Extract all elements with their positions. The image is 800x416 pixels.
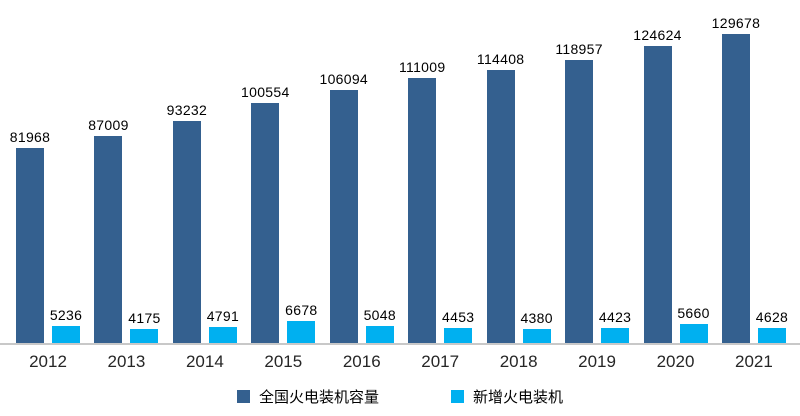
legend-swatch-new-capacity-icon: [451, 390, 464, 403]
primary-bar-column: 118957: [555, 41, 603, 343]
bar-value-label: 114408: [476, 51, 525, 67]
bar-value-label: 100554: [241, 84, 290, 100]
primary-bar-column: 93232: [167, 102, 207, 343]
bar-group: 129678 4628: [712, 15, 789, 343]
bar-group: 100554 6678: [241, 84, 318, 343]
bar-group: 93232 4791: [167, 102, 240, 343]
secondary-bar-column: 5236: [49, 307, 83, 343]
primary-bar-column: 111009: [399, 59, 445, 343]
primary-bar-column: 114408: [477, 51, 524, 343]
bar-value-label: 4175: [128, 310, 161, 326]
secondary-bar-column: 4628: [755, 309, 789, 343]
bar-value-label: 87009: [88, 117, 129, 133]
primary-bar-column: 81968: [10, 129, 50, 343]
bar-group: 111009 4453: [399, 59, 475, 343]
x-axis-label: 2012: [29, 352, 67, 371]
bar-group: 81968 5236: [10, 129, 83, 343]
primary-bar: [565, 60, 594, 343]
secondary-bar-column: 4791: [206, 308, 240, 343]
secondary-bar: [287, 321, 316, 343]
bar-value-label: 4423: [598, 309, 632, 325]
primary-bar: [486, 70, 515, 343]
primary-bar: [16, 148, 44, 343]
primary-bar-column: 87009: [88, 117, 128, 343]
secondary-bar: [52, 326, 80, 343]
x-axis-label: 2017: [421, 352, 460, 371]
primary-bar: [408, 78, 437, 343]
secondary-bar: [522, 329, 551, 343]
x-axis-label: 2013: [107, 352, 146, 371]
secondary-bar-column: 4423: [598, 309, 632, 343]
secondary-bar-column: 5048: [363, 307, 396, 343]
primary-bar-column: 129678: [712, 15, 760, 343]
secondary-bar-column: 5660: [677, 305, 710, 343]
bar-group: 118957 4423: [555, 41, 632, 343]
bar-group: 114408 4380: [477, 51, 553, 343]
x-axis-label: 2016: [342, 352, 381, 371]
primary-bar: [172, 121, 201, 343]
bar-value-label: 5660: [677, 305, 710, 321]
primary-bar: [643, 46, 672, 343]
bar-value-label: 5236: [49, 307, 83, 323]
secondary-bar-column: 6678: [285, 302, 318, 343]
x-axis-labels: 2012 2013 2014 2015 2016 2017 2018 2019 2020 2021: [0, 352, 800, 372]
primary-bar-column: 106094: [319, 71, 368, 343]
legend-label-new-capacity: 新增火电装机: [473, 389, 564, 406]
x-axis-label: 2021: [735, 352, 773, 371]
primary-bar-column: 124624: [633, 27, 681, 343]
secondary-bar: [679, 324, 708, 343]
secondary-bar: [130, 329, 159, 343]
primary-bar-column: 100554: [241, 84, 289, 343]
primary-bar: [94, 136, 123, 343]
secondary-bar: [365, 326, 394, 343]
x-axis-label: 2015: [264, 352, 303, 371]
bar-value-label: 5048: [363, 307, 396, 323]
secondary-bar: [601, 328, 630, 343]
bar-value-label: 129678: [711, 15, 761, 31]
x-axis-label: 2019: [578, 352, 616, 371]
plot-area: 81968 5236 87009 4175 93232 4791 100554 6678 106…: [0, 15, 800, 345]
bar-value-label: 106094: [319, 71, 369, 87]
bar-value-label: 124624: [633, 27, 682, 43]
legend-item-new-capacity: 新增火电装机: [451, 386, 563, 407]
primary-bar: [329, 90, 358, 343]
legend-label-total-capacity: 全国火电装机容量: [258, 389, 379, 406]
bar-value-label: 118957: [555, 41, 603, 57]
chart-legend: 全国火电装机容量 新增火电装机: [0, 386, 800, 407]
bar-value-label: 93232: [166, 102, 208, 118]
bar-group: 124624 5660: [633, 27, 710, 343]
secondary-bar-column: 4453: [442, 309, 475, 343]
secondary-bar: [208, 327, 237, 343]
bar-value-label: 111009: [398, 59, 446, 75]
legend-swatch-total-capacity-icon: [236, 390, 250, 403]
x-axis-label: 2020: [656, 352, 695, 371]
bar-value-label: 4380: [520, 310, 553, 326]
secondary-bar: [444, 328, 473, 343]
bar-value-label: 6678: [285, 302, 318, 318]
x-axis-label: 2014: [185, 352, 224, 371]
bar-value-label: 4628: [755, 309, 789, 325]
secondary-bar-column: 4175: [128, 310, 161, 343]
secondary-bar-column: 4380: [520, 310, 553, 343]
bar-group: 87009 4175: [88, 117, 161, 343]
bar-value-label: 81968: [9, 129, 51, 145]
bar-group: 106094 5048: [319, 71, 396, 343]
x-axis-label: 2018: [499, 352, 538, 371]
primary-bar: [251, 103, 280, 343]
secondary-bar: [757, 328, 786, 343]
bar-value-label: 4791: [206, 308, 240, 324]
primary-bar: [721, 34, 750, 343]
bar-value-label: 4453: [442, 309, 475, 325]
legend-item-total-capacity: 全国火电装机容量: [236, 386, 379, 407]
